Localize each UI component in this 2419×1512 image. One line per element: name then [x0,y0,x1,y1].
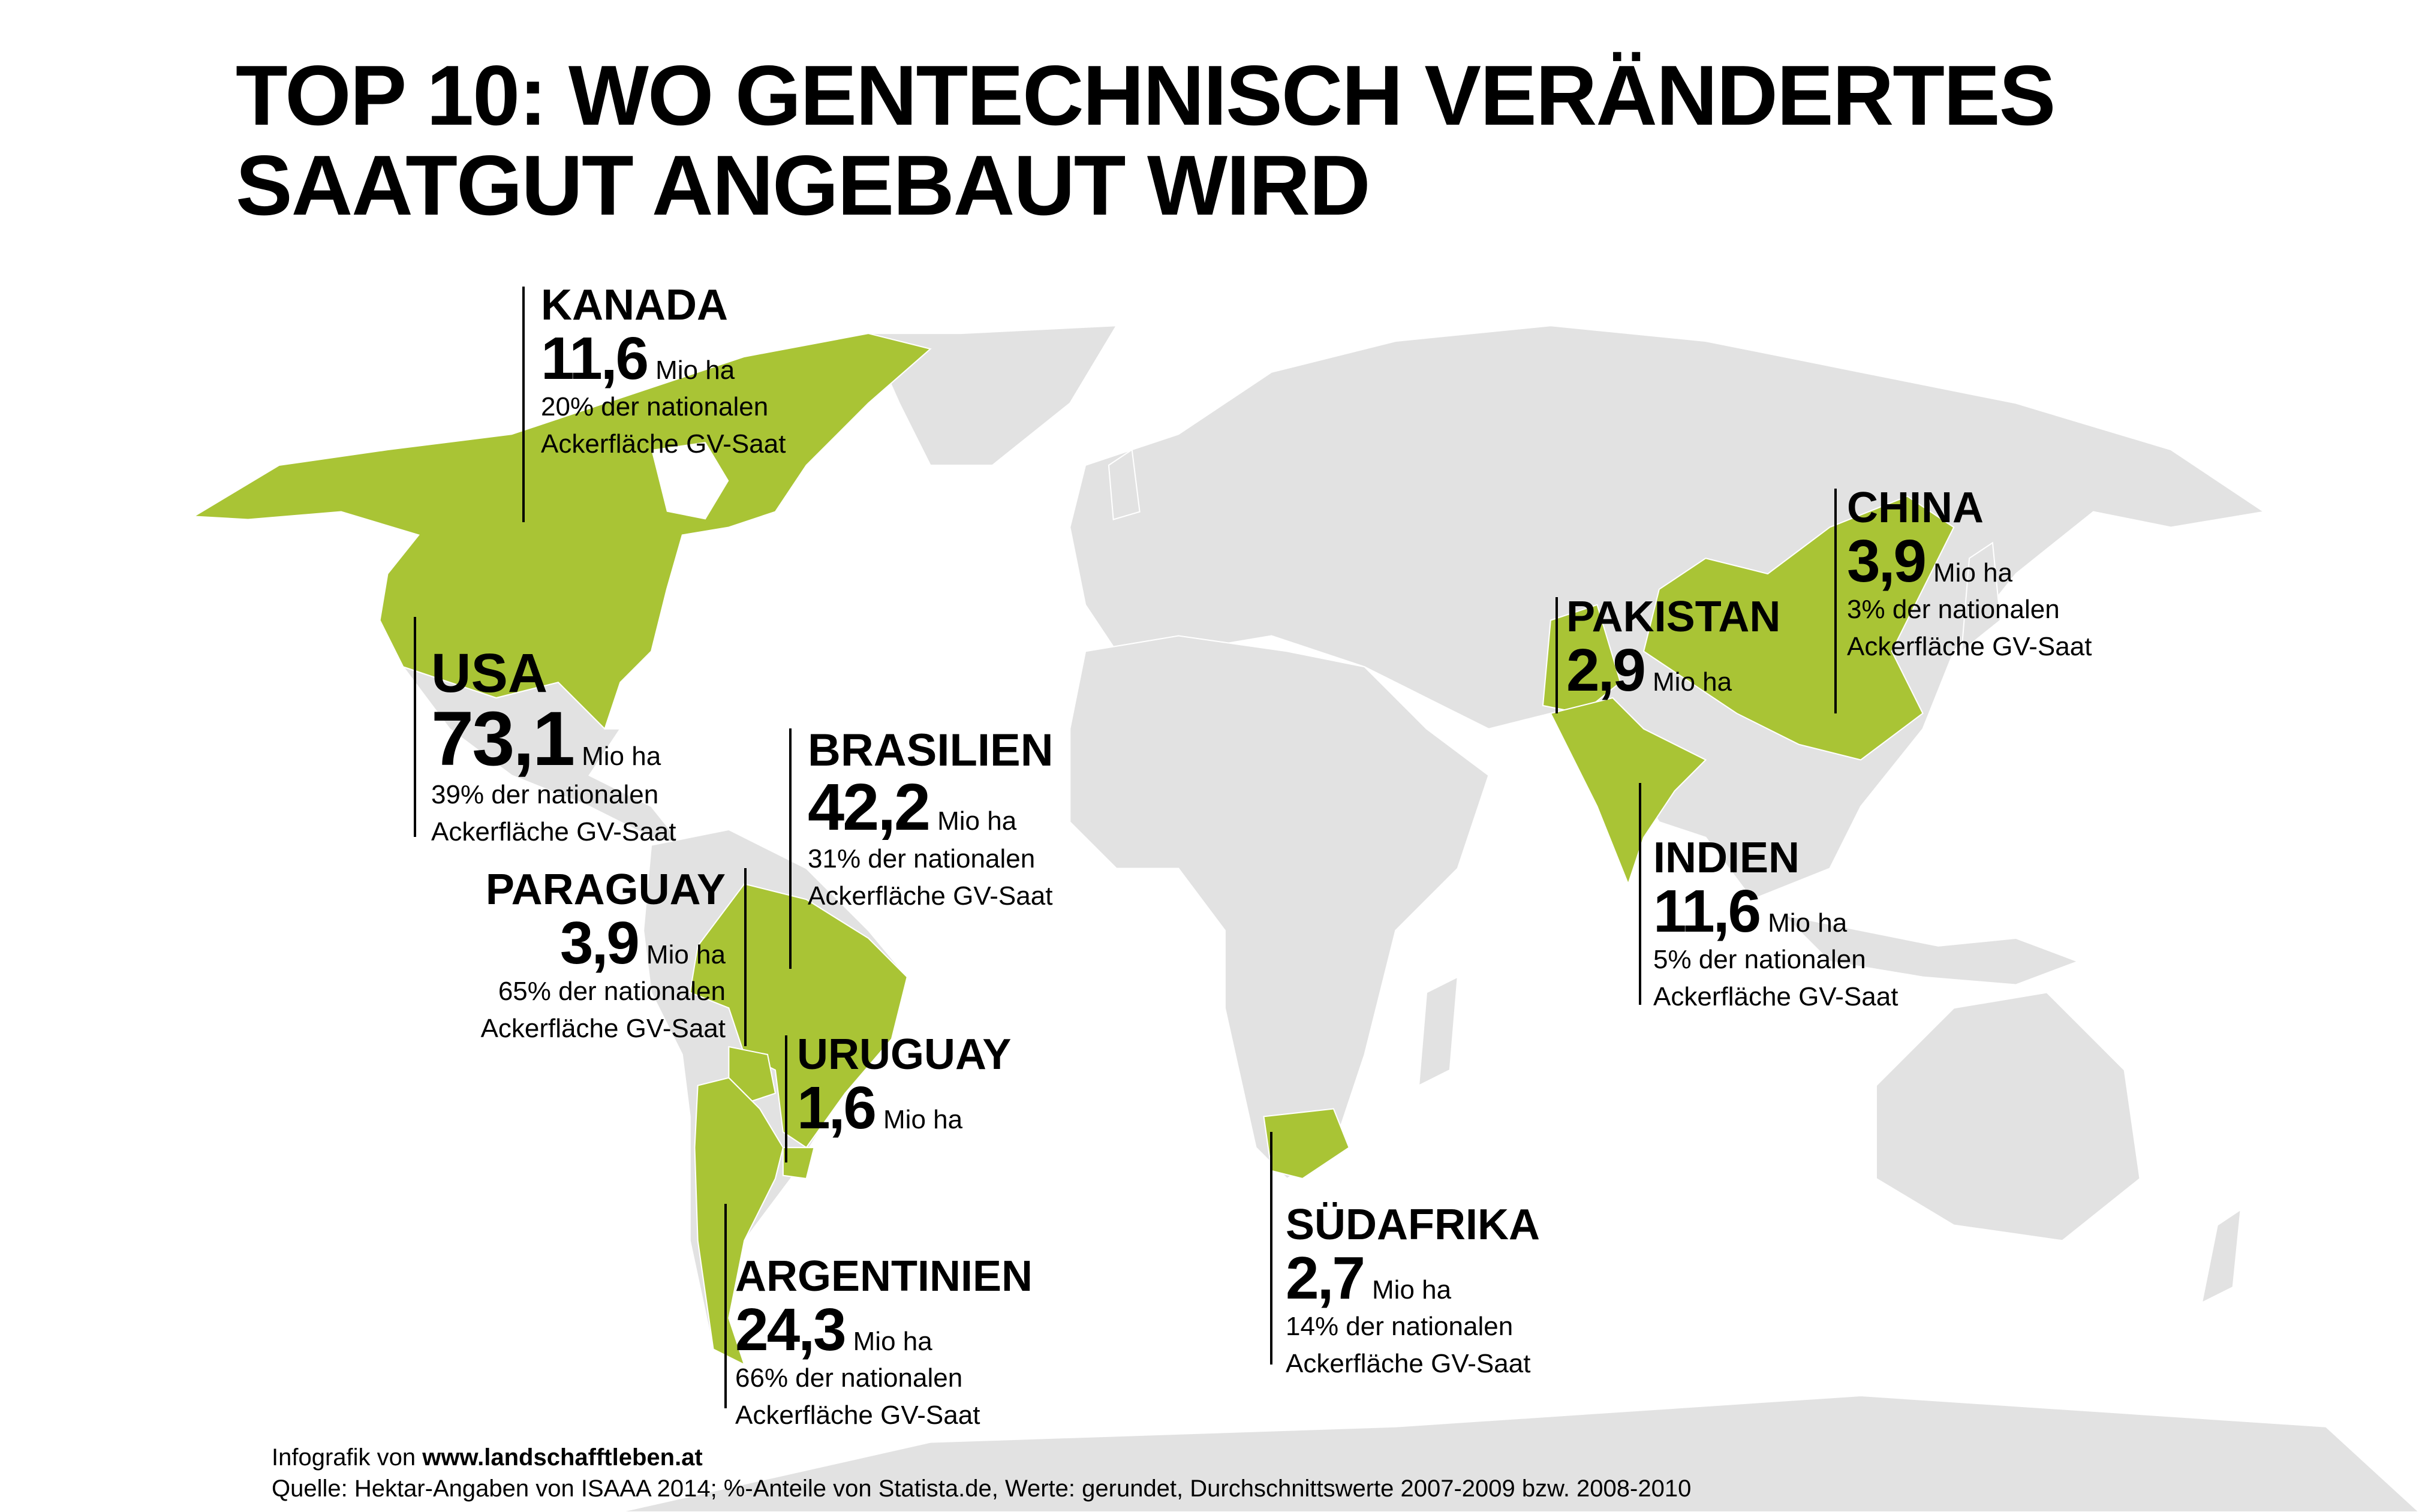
antarctica [620,1394,2419,1512]
hectare-value: 2,7 [1286,1245,1365,1312]
madagascar [1418,975,1458,1087]
share-text-2: Ackerfläche GV-Saat [1286,1349,1531,1378]
leader-line-usa [414,617,416,837]
china [1642,495,1955,761]
unit: Mio ha [655,356,735,385]
title-line-2: SAATGUT ANGEBAUT WIRD [236,138,1371,233]
share-text: 5% der nationalen [1653,945,1866,974]
leader-line-suedafrika [1270,1132,1272,1365]
unit: Mio ha [1768,908,1848,938]
country-name: BRASILIEN [808,725,1054,776]
unit: Mio ha [853,1327,932,1356]
hudson-bay [651,442,729,520]
leader-line-kanada [522,287,525,522]
leader-line-paraguay [744,868,747,1046]
credit-line: Infografik von www.landschafftleben.at [272,1444,703,1471]
japan [1960,541,2001,653]
argentina [694,1077,784,1366]
share-text-2: Ackerfläche GV-Saat [808,881,1053,911]
share-text: 39% der nationalen [431,780,659,809]
greenland [867,325,1118,466]
unit: Mio ha [1933,558,2013,588]
label-indien: INDIEN 11,6 Mio ha 5% der nationalen Acke… [1653,835,1898,1016]
hectare-value: 73,1 [431,696,575,782]
source-line: Quelle: Hektar-Angaben von ISAAA 2014; %… [272,1475,1692,1502]
label-kanada: KANADA 11,6 Mio ha 20% der nationalen Ack… [541,282,786,463]
indonesia [1781,914,2080,986]
share-text-2: Ackerfläche GV-Saat [735,1400,980,1430]
share-text-2: Ackerfläche GV-Saat [480,1014,726,1043]
leader-line-pakistan [1555,597,1558,713]
share-text: 20% der nationalen [541,392,769,421]
label-usa: USA 73,1 Mio ha 39% der nationalen Ackerf… [431,644,676,851]
share-text: 14% der nationalen [1286,1312,1514,1341]
hectare-value: 2,9 [1566,637,1646,704]
country-name: SÜDAFRIKA [1286,1201,1540,1249]
hectare-value: 11,6 [1653,878,1761,945]
hectare-value: 24,3 [735,1296,847,1363]
unit: Mio ha [1372,1275,1452,1305]
new-zealand [2201,1208,2242,1304]
country-name: PAKISTAN [1566,593,1781,641]
country-name: KANADA [541,281,728,329]
country-name: CHINA [1847,484,1984,532]
hectare-value: 42,2 [808,770,931,844]
hectare-value: 11,6 [541,325,649,392]
unit: Mio ha [937,806,1017,836]
credit-site-link[interactable]: www.landschafftleben.at [422,1444,703,1471]
country-name: ARGENTINIEN [735,1252,1033,1300]
pakistan [1542,604,1621,714]
credit-prefix: Infografik von [272,1444,416,1471]
leader-line-uruguay [785,1035,787,1162]
share-text: 31% der nationalen [808,844,1036,874]
leader-line-china [1834,489,1837,713]
leader-line-brasilien [789,728,792,969]
share-text: 66% der nationalen [735,1363,963,1393]
uruguay [782,1147,815,1180]
unit: Mio ha [582,742,661,771]
south-africa [1263,1108,1350,1179]
africa [1069,635,1490,1180]
india [1550,697,1707,886]
share-text: 3% der nationalen [1847,595,2060,624]
hectare-value: 1,6 [797,1074,877,1141]
title-line-1: TOP 10: WO GENTECHNISCH VERÄNDERTES [236,48,2056,143]
unit: Mio ha [883,1105,963,1134]
label-uruguay: URUGUAY 1,6 Mio ha [797,1031,1011,1138]
label-suedafrika: SÜDAFRIKA 2,7 Mio ha 14% der nationalen A… [1286,1201,1540,1383]
label-paraguay: PARAGUAY 3,9 Mio ha 65% der nationalen Ac… [481,866,726,1047]
country-name: PARAGUAY [485,866,726,914]
share-text-2: Ackerfläche GV-Saat [431,817,676,847]
label-pakistan: PAKISTAN 2,9 Mio ha [1566,594,1780,700]
british-isles [1108,448,1141,520]
share-text-2: Ackerfläche GV-Saat [1653,982,1899,1011]
unit: Mio ha [1653,667,1732,697]
label-brasilien: BRASILIEN 42,2 Mio ha 31% der nationalen … [808,727,1054,915]
paraguay [728,1046,777,1102]
hectare-value: 3,9 [1847,528,1927,595]
label-argentinien: ARGENTINIEN 24,3 Mio ha 66% der nationale… [735,1253,1033,1434]
unit: Mio ha [646,940,726,969]
leader-line-indien [1639,783,1641,1005]
label-china: CHINA 3,9 Mio ha 3% der nationalen Ackerf… [1847,484,2092,665]
share-text: 65% der nationalen [498,977,726,1006]
north-america-canada-usa [191,333,932,730]
page-title: TOP 10: WO GENTECHNISCH VERÄNDERTES SAATG… [236,48,2056,233]
australia [1875,992,2141,1242]
leader-line-argentinien [724,1204,727,1408]
share-text-2: Ackerfläche GV-Saat [541,429,786,459]
country-name: INDIEN [1653,834,1800,882]
country-name: URUGUAY [797,1031,1012,1079]
country-name: USA [431,643,548,704]
share-text-2: Ackerfläche GV-Saat [1847,632,2092,661]
hectare-value: 3,9 [559,909,640,977]
